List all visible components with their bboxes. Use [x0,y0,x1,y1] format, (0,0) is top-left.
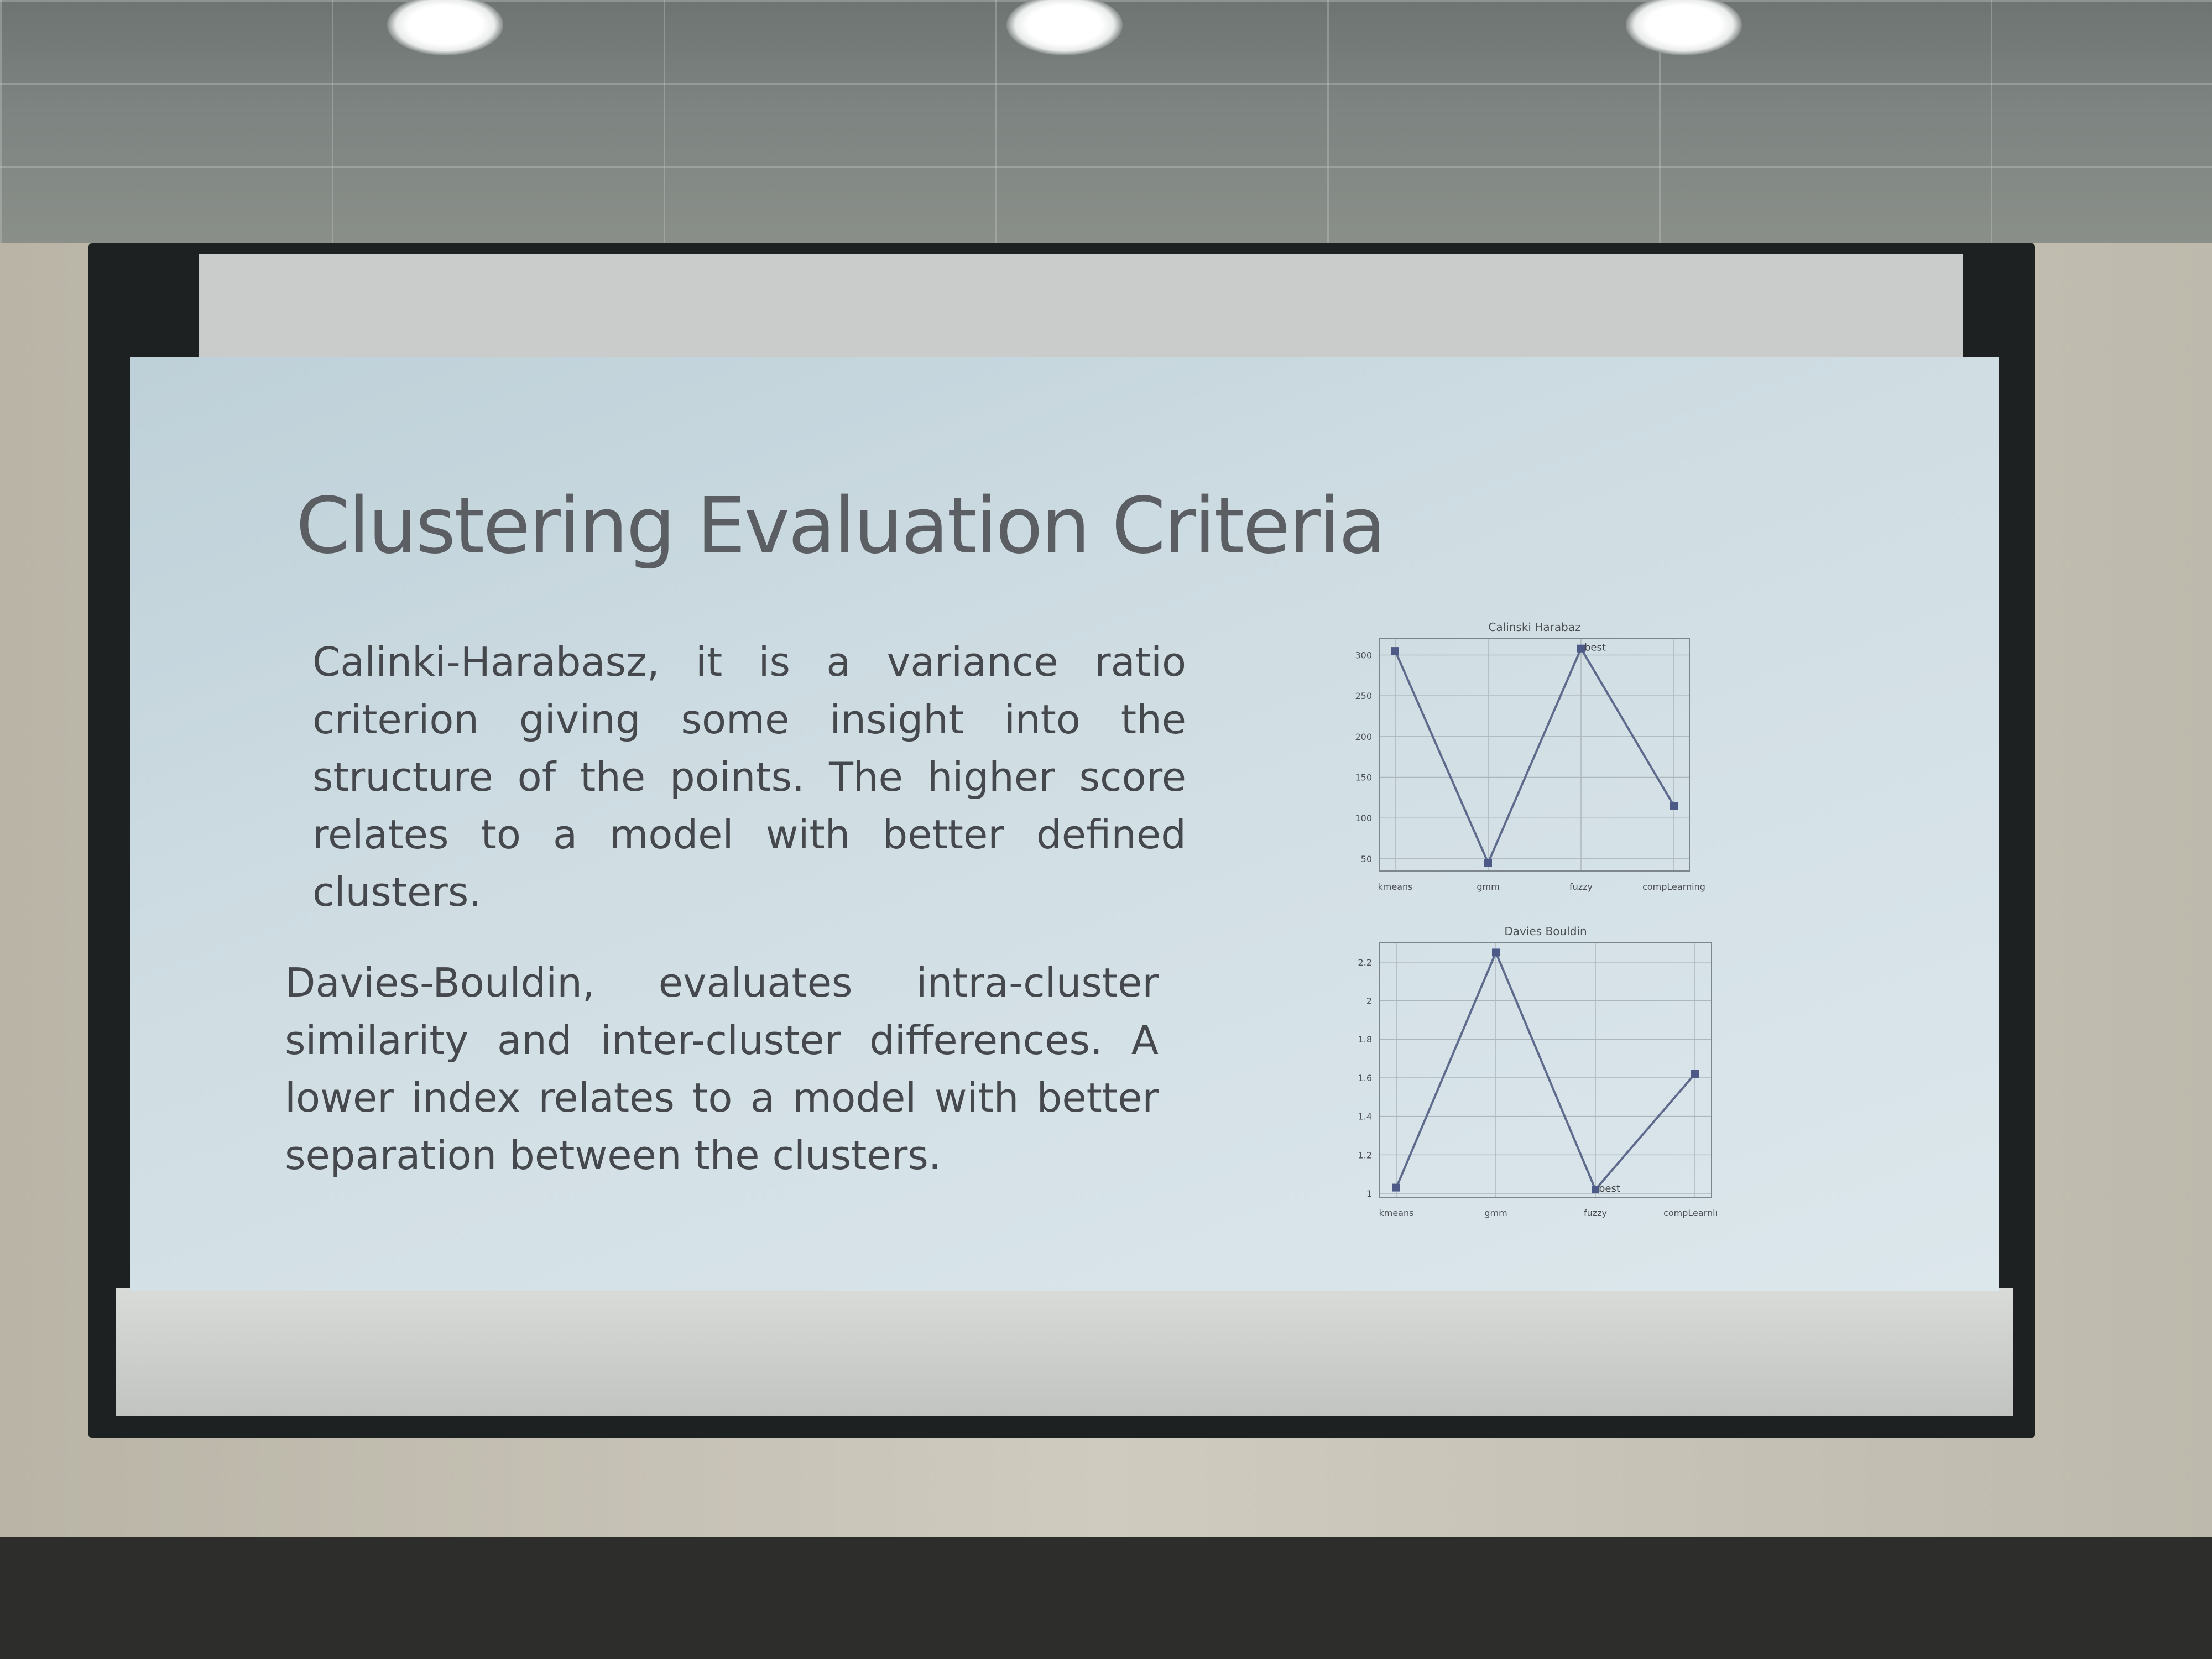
data-point-marker [1391,647,1399,655]
y-tick-label: 250 [1355,691,1372,701]
chart-title: Davies Bouldin [1504,925,1587,938]
data-point-marker [1691,1070,1699,1078]
calinski-harabasz-description: Calinki-Harabasz, it is a variance ratio… [312,639,1186,915]
data-point-marker [1484,859,1492,867]
y-tick-label: 300 [1355,650,1372,660]
y-tick-label: 1 [1366,1188,1372,1199]
plot-frame [1379,942,1712,1198]
wall-base-strip [0,1537,2212,1659]
best-annotation: best [1599,1183,1620,1194]
y-tick-label: 1.4 [1358,1112,1372,1122]
x-tick-label: fuzzy [1584,1208,1607,1218]
projector-screen-bottom-band [116,1288,2013,1416]
x-tick-label: gmm [1477,881,1499,892]
slide-title: Clustering Evaluation Criteria [296,481,1386,571]
ceiling-light [1626,0,1742,55]
data-point-marker [1492,948,1500,957]
davies-bouldin-chart: Davies Bouldin 1 1.2 1.4 1.6 1.8 2 2.2 kmeans gmm… [1358,925,1717,1218]
ceiling [0,0,2212,243]
x-tick-label: fuzzy [1569,881,1593,892]
plot-frame [1379,638,1690,872]
data-point-marker [1670,802,1678,810]
series-line [1394,646,1675,866]
projector-screen-top-band [199,254,1963,357]
x-tick-label: kmeans [1379,1208,1414,1218]
presentation-slide: Clustering Evaluation Criteria Calinki-H… [130,357,1999,1291]
data-point-marker [1577,644,1585,653]
y-tick-label: 100 [1355,813,1372,823]
best-annotation: best [1584,642,1606,654]
calinski-harabaz-chart: Calinski Harabaz 50 100 150 200 250 300 kmeans g… [1355,620,1705,892]
y-tick-label: 1.8 [1358,1034,1372,1045]
y-tick-label: 50 [1361,854,1372,864]
data-point-marker [1592,1186,1599,1194]
data-point-marker [1392,1183,1400,1192]
y-tick-label: 2.2 [1358,957,1372,968]
charts-panel: Calinski Harabaz 50 100 150 200 250 300 kmeans g… [1330,617,1927,1236]
x-tick-label: kmeans [1378,881,1413,892]
davies-bouldin-description: Davies-Bouldin, evaluates intra-cluster … [285,959,1159,1178]
x-tick-label: compLearning [1663,1208,1717,1218]
y-tick-label: 1.6 [1358,1073,1372,1083]
ceiling-light [1006,0,1123,55]
x-tick-label: compLearning [1642,881,1705,892]
y-tick-label: 2 [1366,996,1372,1006]
series-line [1395,950,1696,1192]
x-tick-label: gmm [1484,1208,1507,1218]
ceiling-light [387,0,503,55]
chart-title: Calinski Harabaz [1488,620,1580,634]
y-tick-label: 200 [1355,732,1372,742]
y-tick-label: 150 [1355,773,1372,783]
y-tick-label: 1.2 [1358,1150,1372,1160]
